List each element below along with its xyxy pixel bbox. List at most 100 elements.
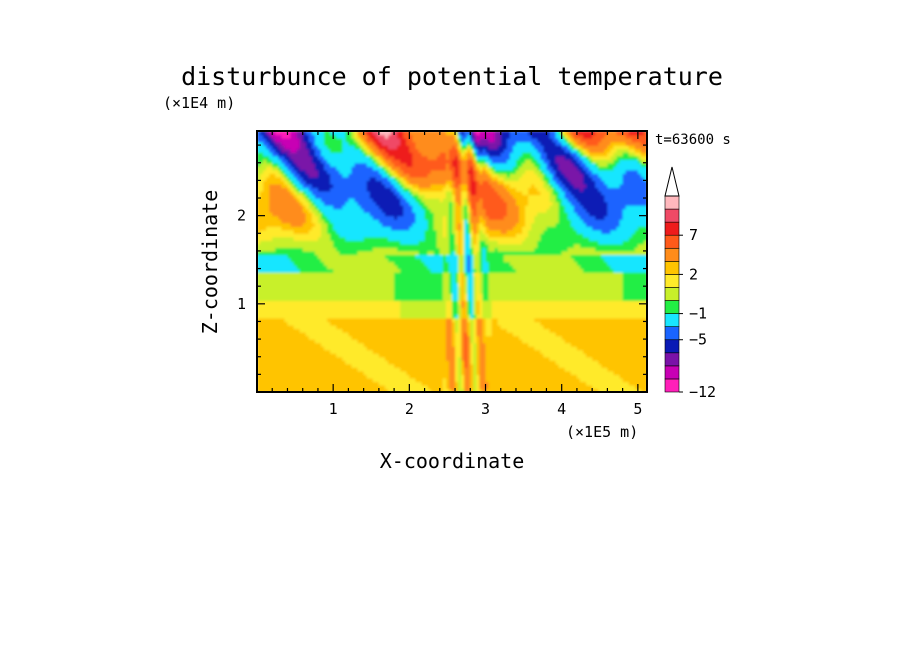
heatmap-cell bbox=[421, 346, 426, 351]
heatmap-cell bbox=[442, 257, 447, 263]
heatmap-cell bbox=[418, 268, 423, 273]
heatmap-cell bbox=[424, 296, 429, 301]
heatmap-cell bbox=[375, 303, 380, 308]
heatmap-cell bbox=[549, 317, 554, 323]
heatmap-cell bbox=[522, 363, 526, 368]
heatmap-cell bbox=[257, 321, 261, 326]
heatmap-cell bbox=[299, 332, 304, 337]
heatmap-cell bbox=[509, 261, 514, 266]
heatmap-cell bbox=[391, 279, 395, 284]
heatmap-cell bbox=[339, 360, 343, 365]
heatmap-cell bbox=[509, 367, 514, 372]
heatmap-cell bbox=[375, 310, 380, 316]
heatmap-cell bbox=[455, 363, 459, 368]
heatmap-cell bbox=[299, 363, 304, 368]
heatmap-cell bbox=[546, 286, 551, 291]
heatmap-cell bbox=[534, 342, 538, 347]
heatmap-cell bbox=[263, 332, 267, 337]
heatmap-cell bbox=[403, 377, 407, 383]
heatmap-cell bbox=[583, 324, 587, 330]
heatmap-cell bbox=[509, 310, 514, 316]
heatmap-cell bbox=[570, 282, 575, 287]
heatmap-cell bbox=[640, 384, 645, 390]
heatmap-cell bbox=[503, 300, 508, 305]
heatmap-cell bbox=[391, 314, 395, 319]
heatmap-cell bbox=[567, 261, 572, 266]
heatmap-cell bbox=[330, 257, 334, 263]
heatmap-cell bbox=[458, 342, 462, 347]
heatmap-cell bbox=[622, 346, 627, 351]
heatmap-cell bbox=[637, 360, 642, 365]
heatmap-cell bbox=[479, 310, 484, 316]
heatmap-cell bbox=[448, 384, 453, 390]
heatmap-cell bbox=[616, 374, 621, 379]
heatmap-cell bbox=[360, 342, 365, 347]
heatmap-cell bbox=[598, 388, 602, 392]
heatmap-cell bbox=[311, 353, 316, 358]
heatmap-cell bbox=[637, 272, 642, 277]
heatmap-cell bbox=[345, 332, 350, 337]
heatmap-cell bbox=[589, 335, 593, 340]
heatmap-cell bbox=[595, 254, 599, 259]
heatmap-cell bbox=[327, 303, 331, 308]
heatmap-cell bbox=[637, 282, 642, 287]
heatmap-cell bbox=[543, 324, 548, 330]
heatmap-cell bbox=[625, 353, 630, 358]
heatmap-cell bbox=[412, 303, 417, 308]
heatmap-cell bbox=[308, 332, 313, 337]
heatmap-cell bbox=[598, 314, 602, 319]
heatmap-cell bbox=[543, 282, 548, 287]
heatmap-cell bbox=[537, 377, 541, 383]
heatmap-cell bbox=[558, 282, 563, 287]
heatmap-cell bbox=[452, 377, 456, 383]
heatmap-cell bbox=[461, 370, 465, 375]
heatmap-cell bbox=[427, 265, 432, 270]
heatmap-cell bbox=[598, 349, 602, 354]
heatmap-cell bbox=[643, 257, 647, 263]
heatmap-cell bbox=[598, 307, 602, 312]
heatmap-cell bbox=[311, 314, 316, 319]
heatmap-cell bbox=[418, 324, 423, 330]
heatmap-cell bbox=[643, 349, 647, 354]
heatmap-cell bbox=[366, 324, 371, 330]
heatmap-cell bbox=[314, 363, 319, 368]
heatmap-cell bbox=[631, 279, 636, 284]
heatmap-cell bbox=[604, 381, 608, 386]
heatmap-cell bbox=[430, 254, 435, 259]
heatmap-cell bbox=[497, 321, 502, 326]
heatmap-cell bbox=[433, 289, 438, 294]
heatmap-cell bbox=[488, 324, 493, 330]
heatmap-cell bbox=[302, 332, 307, 337]
heatmap-cell bbox=[327, 332, 331, 337]
heatmap-cell bbox=[384, 346, 389, 351]
heatmap-cell bbox=[314, 272, 319, 277]
heatmap-cell bbox=[640, 275, 645, 280]
heatmap-cell bbox=[354, 286, 359, 291]
heatmap-cell bbox=[519, 384, 523, 390]
heatmap-cell bbox=[643, 286, 647, 291]
heatmap-cell bbox=[263, 303, 267, 308]
heatmap-cell bbox=[406, 293, 410, 298]
heatmap-cell bbox=[272, 257, 276, 263]
heatmap-cell bbox=[537, 332, 541, 337]
heatmap-cell bbox=[311, 346, 316, 351]
heatmap-cell bbox=[305, 381, 310, 386]
heatmap-cell bbox=[412, 261, 417, 266]
heatmap-cell bbox=[287, 261, 292, 266]
heatmap-cell bbox=[558, 353, 563, 358]
heatmap-cell bbox=[266, 279, 270, 284]
heatmap-cell bbox=[482, 363, 487, 368]
heatmap-cell bbox=[631, 377, 636, 383]
heatmap-cell bbox=[439, 272, 444, 277]
heatmap-cell bbox=[278, 370, 282, 375]
heatmap-cell bbox=[448, 370, 453, 375]
heatmap-cell bbox=[439, 289, 444, 294]
heatmap-cell bbox=[257, 257, 261, 263]
heatmap-cell bbox=[284, 286, 289, 291]
heatmap-cell bbox=[372, 324, 377, 330]
heatmap-cell bbox=[470, 300, 474, 305]
heatmap-cell bbox=[330, 339, 334, 344]
heatmap-cell bbox=[589, 381, 593, 386]
heatmap-cell bbox=[363, 363, 368, 368]
heatmap-cell bbox=[378, 293, 383, 298]
